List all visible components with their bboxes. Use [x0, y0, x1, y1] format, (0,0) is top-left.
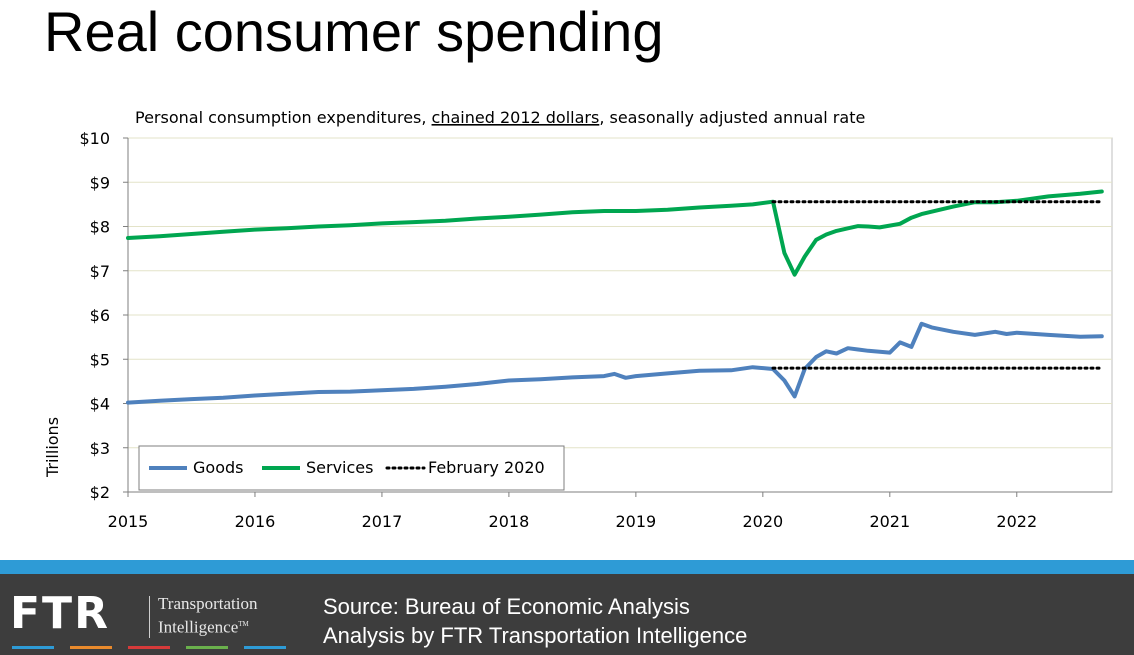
footer-accent-dash: [12, 646, 54, 649]
series-line-services: [126, 189, 1104, 277]
y-axis-label: Trillions: [43, 417, 62, 478]
x-tick-label: 2019: [616, 512, 657, 531]
footer-accent-dash: [244, 646, 286, 649]
y-tick-label: $3: [90, 439, 110, 458]
x-tick-label: 2022: [996, 512, 1037, 531]
footer-accent-dash: [186, 646, 228, 649]
y-tick-label: $10: [79, 129, 110, 148]
footer-accent-stripe: [0, 560, 1134, 574]
subtitle-part-3: , seasonally adjusted annual rate: [599, 108, 865, 127]
x-tick-label: 2015: [108, 512, 149, 531]
ftr-logo: FTR: [10, 588, 110, 639]
subtitle-part-2: chained 2012 dollars: [432, 108, 600, 127]
x-tick-label: 2018: [489, 512, 530, 531]
logo-subtitle: Transportation IntelligenceTM: [158, 594, 258, 638]
footer-accent-dash: [70, 646, 112, 649]
logo-trademark: TM: [238, 620, 249, 628]
y-tick-label: $2: [90, 483, 110, 502]
source-line-1: Source: Bureau of Economic Analysis: [323, 594, 690, 619]
x-tick-label: 2020: [742, 512, 783, 531]
source-text: Source: Bureau of Economic Analysis Anal…: [323, 592, 747, 650]
subtitle-part-1: Personal consumption expenditures,: [135, 108, 432, 127]
y-tick-label: $5: [90, 350, 110, 369]
legend-label-goods: Goods: [193, 458, 243, 477]
footer-accent-dash: [128, 646, 170, 649]
line-chart: Personal consumption expenditures, chain…: [43, 108, 1113, 531]
logo-subtitle-line2: Intelligence: [158, 617, 239, 637]
legend-label-february-2020: February 2020: [428, 458, 545, 477]
logo-subtitle-line1: Transportation: [158, 594, 258, 613]
y-tick-label: $6: [90, 306, 110, 325]
y-tick-label: $7: [90, 262, 110, 281]
source-line-2: Analysis by FTR Transportation Intellige…: [323, 623, 748, 648]
legend: Goods Services February 2020: [138, 445, 565, 491]
slide-title: Real consumer spending: [44, 0, 664, 63]
series-line-goods: [126, 321, 1104, 405]
x-tick-label: 2021: [869, 512, 910, 531]
y-tick-label: $9: [90, 173, 110, 192]
x-tick-label: 2016: [235, 512, 276, 531]
y-tick-label: $4: [90, 395, 110, 414]
footer-color-dashes: [12, 646, 302, 650]
chart-subtitle: Personal consumption expenditures, chain…: [135, 108, 865, 127]
x-tick-label: 2017: [362, 512, 403, 531]
legend-label-services: Services: [306, 458, 373, 477]
y-tick-label: $8: [90, 218, 110, 237]
footer-bar: FTR Transportation IntelligenceTM Source…: [0, 560, 1134, 655]
logo-divider: [149, 596, 150, 638]
legend-box: [138, 445, 565, 491]
